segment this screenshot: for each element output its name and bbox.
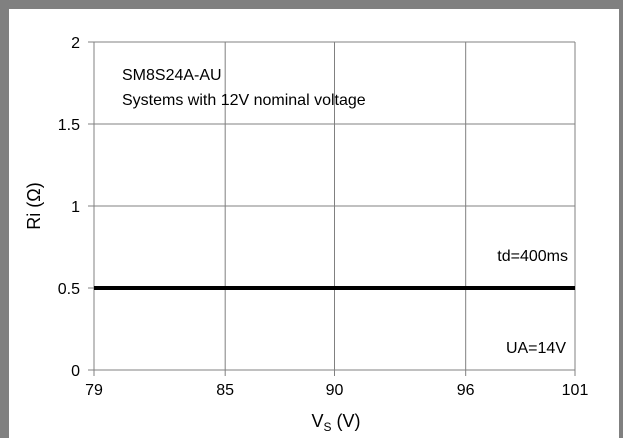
grid [93,41,576,371]
td-annotation: td=400ms [497,248,568,265]
y-tick-label: 0 [71,363,80,380]
y-tick-label: 2 [71,35,80,52]
x-tick-label: 79 [85,382,103,399]
y-tick-label: 1 [71,199,80,216]
y-tick-label: 1.5 [58,117,80,134]
x-tick-label: 96 [457,382,475,399]
x-tick-label: 85 [216,382,234,399]
ua-annotation: UA=14V [506,340,566,357]
x-tick-label: 90 [326,382,344,399]
x-axis-label: VS (V) [311,411,360,434]
system-annotation: Systems with 12V nominal voltage [122,92,366,109]
y-tick-label: 0.5 [58,281,80,298]
y-axis-label: Ri (Ω) [24,182,44,229]
x-axis-label-main: V [311,411,323,431]
x-tick-label: 101 [562,382,589,399]
ticks: 79 85 90 96 101 0 0.5 1 1.5 2 [58,35,589,399]
x-axis-label-unit: (V) [332,411,361,431]
x-axis-label-sub: S [324,420,332,434]
device-annotation: SM8S24A-AU [122,67,222,84]
